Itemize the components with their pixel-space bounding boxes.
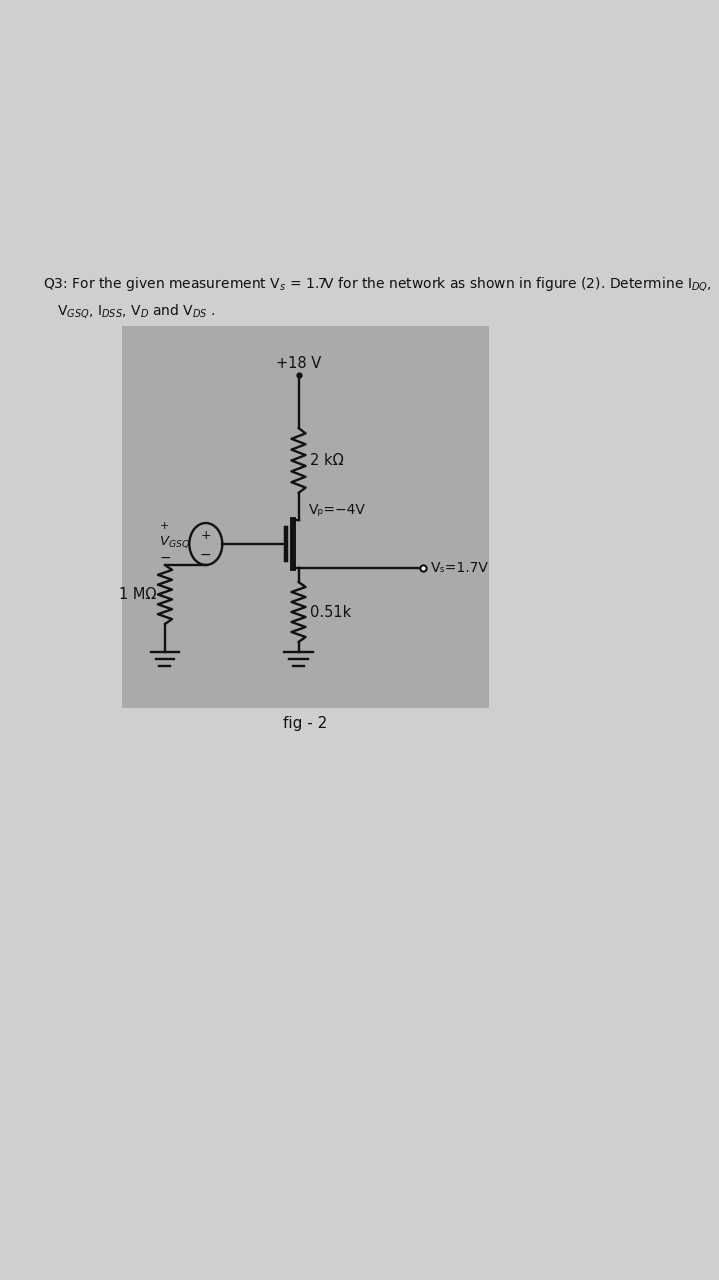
Text: +18 V: +18 V bbox=[276, 356, 321, 371]
Text: 2 kΩ: 2 kΩ bbox=[311, 453, 344, 468]
Text: −: − bbox=[159, 550, 171, 564]
Text: +: + bbox=[160, 521, 170, 531]
Text: +: + bbox=[201, 529, 211, 541]
Text: fig - 2: fig - 2 bbox=[283, 716, 328, 731]
Text: Q3: For the given measurement V$_s$ = 1.7V for the network as shown in figure (2: Q3: For the given measurement V$_s$ = 1.… bbox=[43, 275, 712, 293]
Text: Vₚ=−4V: Vₚ=−4V bbox=[308, 503, 365, 517]
FancyBboxPatch shape bbox=[122, 326, 490, 708]
Text: 1 MΩ: 1 MΩ bbox=[119, 588, 157, 602]
Text: −: − bbox=[200, 548, 211, 562]
Text: V$_{GSQ}$, I$_{DSS}$, V$_D$ and V$_{DS}$ .: V$_{GSQ}$, I$_{DSS}$, V$_D$ and V$_{DS}$… bbox=[57, 302, 216, 320]
Text: Vₛ=1.7V: Vₛ=1.7V bbox=[431, 561, 488, 575]
Text: 0.51k: 0.51k bbox=[311, 604, 352, 620]
Text: $V_{GSQ}$: $V_{GSQ}$ bbox=[159, 534, 190, 550]
